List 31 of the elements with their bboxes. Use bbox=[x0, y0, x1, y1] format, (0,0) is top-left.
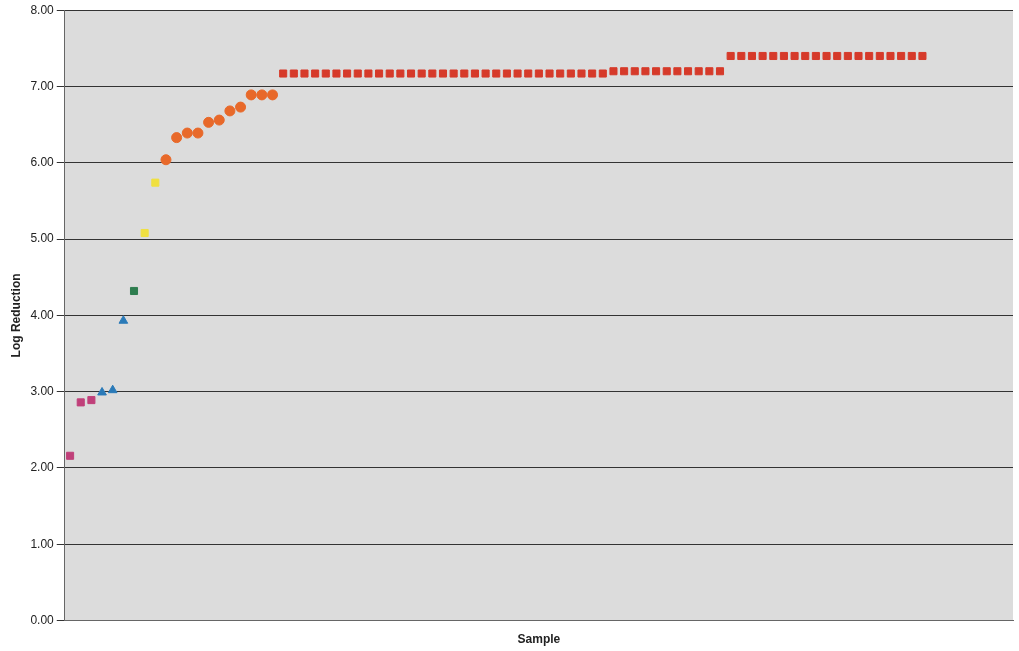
point bbox=[97, 386, 107, 396]
point bbox=[87, 396, 96, 405]
point bbox=[129, 286, 139, 296]
y-tick-label: 0.00 bbox=[30, 612, 55, 627]
y-tick-label: 3.00 bbox=[30, 384, 55, 399]
y-tick-label: 2.00 bbox=[30, 460, 55, 475]
point bbox=[171, 132, 183, 144]
point bbox=[267, 89, 279, 101]
point bbox=[160, 154, 172, 166]
point bbox=[203, 116, 215, 128]
point bbox=[224, 105, 236, 117]
point bbox=[256, 89, 268, 101]
point bbox=[181, 127, 193, 139]
y-tick-label: 5.00 bbox=[30, 231, 55, 246]
point bbox=[66, 451, 75, 460]
point bbox=[140, 228, 149, 238]
point bbox=[235, 101, 247, 113]
y-tick-label: 7.00 bbox=[30, 78, 55, 93]
y-axis-title: Log Reduction bbox=[8, 273, 23, 358]
point bbox=[118, 315, 129, 324]
y-tick-label: 6.00 bbox=[30, 155, 55, 170]
y-tick-label: 1.00 bbox=[30, 536, 55, 551]
point bbox=[151, 178, 160, 187]
y-tick-label: 4.00 bbox=[30, 307, 55, 322]
point bbox=[76, 398, 85, 407]
point bbox=[192, 127, 204, 139]
point bbox=[107, 384, 118, 394]
x-axis-title: Sample bbox=[517, 632, 561, 647]
point bbox=[245, 89, 257, 101]
point bbox=[213, 114, 225, 126]
y-tick-label: 8.00 bbox=[30, 2, 55, 17]
